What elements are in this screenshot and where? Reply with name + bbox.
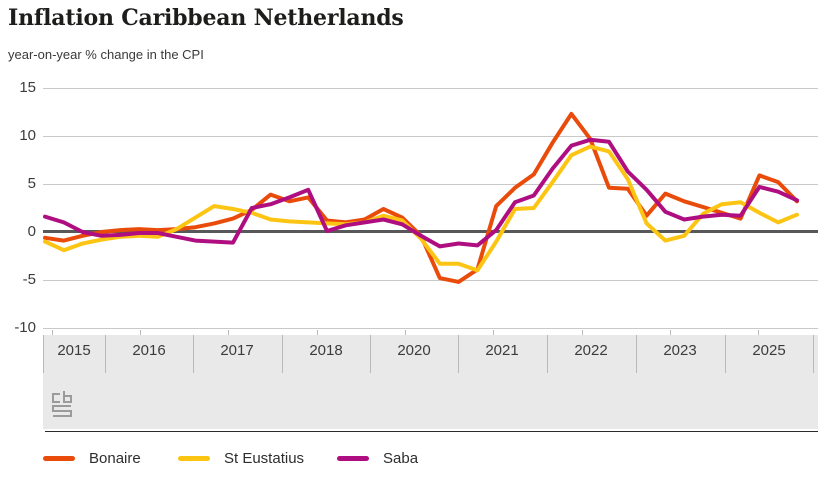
x-axis-separator [636, 335, 637, 373]
x-axis-tick [317, 330, 318, 335]
series-line-st-eustatius[interactable] [43, 144, 799, 273]
x-axis-tick [228, 330, 229, 335]
x-axis-tick [140, 330, 141, 335]
legend-label-saba: Saba [383, 449, 419, 467]
y-axis-unit-label: year-on-year % change in the CPI [8, 47, 204, 62]
x-axis-separator [105, 335, 106, 373]
gridline-5 [43, 184, 818, 185]
series-line-saba[interactable] [43, 137, 799, 249]
x-axis-tick [758, 330, 759, 335]
x-axis-label-2025: 2025 [752, 342, 786, 359]
x-axis-separator [370, 335, 371, 373]
x-axis-separator [43, 335, 44, 373]
gridline-neg10 [43, 328, 818, 329]
series-line-bonaire[interactable] [43, 111, 799, 284]
x-axis-label-2015: 2015 [57, 342, 91, 359]
zero-axis-line [43, 230, 818, 233]
x-axis-separator [547, 335, 548, 373]
y-tick-label: -10 [14, 319, 36, 336]
x-axis-label-2017: 2017 [220, 342, 254, 359]
legend-swatch-saba [337, 455, 369, 461]
x-axis-label-2016: 2016 [132, 342, 166, 359]
legend-label-bonaire: Bonaire [89, 449, 141, 467]
y-tick-label: 10 [19, 127, 36, 144]
legend-label-st-eustatius: St Eustatius [224, 449, 305, 467]
gridline-10 [43, 136, 818, 137]
x-axis-band: 2015 2016 2017 2018 2020 2021 2022 2023 2025 [43, 330, 818, 429]
x-axis-tick [582, 330, 583, 335]
x-axis-separator [813, 335, 814, 373]
x-axis-tick [52, 330, 53, 335]
page-title: Inflation Caribbean Netherlands [8, 5, 404, 31]
gridline-neg5 [43, 280, 818, 281]
gridline-15 [43, 88, 818, 89]
x-axis-tick [493, 330, 494, 335]
legend-item-bonaire[interactable]: Bonaire [43, 449, 141, 467]
x-axis-tick [405, 330, 406, 335]
x-axis-label-2020: 2020 [397, 342, 431, 359]
x-axis-separator [725, 335, 726, 373]
y-tick-label: 0 [27, 223, 36, 240]
x-axis-label-2021: 2021 [485, 342, 519, 359]
x-axis-label-2022: 2022 [574, 342, 608, 359]
legend-item-saba[interactable]: Saba [337, 449, 418, 467]
legend-swatch-st-eustatius [178, 455, 210, 461]
legend-item-st-eustatius[interactable]: St Eustatius [178, 449, 304, 467]
x-axis-separator [282, 335, 283, 373]
x-axis-tick [670, 330, 671, 335]
y-tick-label: 15 [19, 79, 36, 96]
legend-divider [45, 431, 818, 432]
x-axis-separator [458, 335, 459, 373]
legend-swatch-bonaire [43, 455, 75, 461]
y-tick-label: 5 [27, 175, 36, 192]
x-axis-label-2023: 2023 [663, 342, 697, 359]
x-axis-separator [193, 335, 194, 373]
cbs-logo [50, 389, 74, 424]
y-tick-label: -5 [22, 271, 36, 288]
x-axis-label-2018: 2018 [309, 342, 343, 359]
